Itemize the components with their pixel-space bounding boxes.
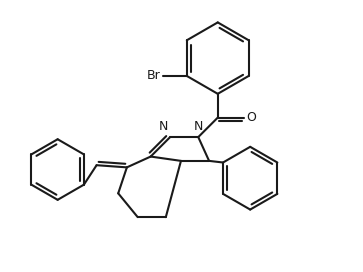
Text: N: N: [193, 120, 203, 133]
Text: Br: Br: [147, 69, 161, 82]
Text: O: O: [246, 111, 256, 124]
Text: N: N: [159, 120, 168, 133]
